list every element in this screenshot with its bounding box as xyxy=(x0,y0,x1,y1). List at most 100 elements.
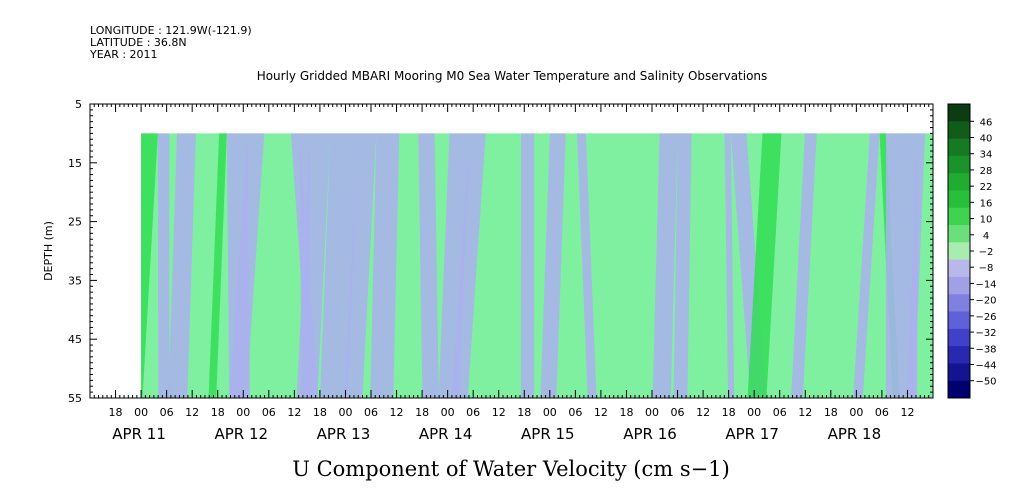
field-band xyxy=(370,133,400,398)
y-axis-label: DEPTH (m) xyxy=(42,221,55,281)
date-label: APR 14 xyxy=(419,425,473,443)
hour-tick-label: 12 xyxy=(900,406,914,419)
colorbar-swatch xyxy=(948,104,970,122)
colorbar-swatch xyxy=(948,346,970,364)
hour-tick-label: 18 xyxy=(109,406,123,419)
colorbar-swatch xyxy=(948,138,970,157)
hour-tick-label: 18 xyxy=(722,406,736,419)
hour-tick-label: 06 xyxy=(568,406,582,419)
y-tick-label: 35 xyxy=(68,274,82,287)
colorbar-label: 16 xyxy=(980,198,993,209)
date-label: APR 11 xyxy=(112,425,166,443)
field-band xyxy=(520,133,535,398)
x-axis: 18 00 06 12 18 00 06 12 18 00 06 12 18 00 06 12 18 00 06 12… xyxy=(89,104,934,443)
colorbar-swatch xyxy=(948,190,970,209)
colorbar-swatch xyxy=(948,225,970,243)
hour-tick-label: 12 xyxy=(798,406,812,419)
field-band xyxy=(747,133,782,398)
hour-tick-label: 06 xyxy=(875,406,889,419)
hour-tick-label: 06 xyxy=(364,406,378,419)
hour-tick-label: 00 xyxy=(645,406,659,419)
hour-tick-label: 00 xyxy=(747,406,761,419)
field-band xyxy=(296,133,331,398)
hour-tick-label: 18 xyxy=(517,406,531,419)
y-tick-label: 5 xyxy=(75,98,82,111)
colorbar-swatch xyxy=(948,242,970,261)
hour-tick-label: 00 xyxy=(849,406,863,419)
y-tick-label: 25 xyxy=(68,216,82,229)
year-label: YEAR : 2011 xyxy=(90,48,158,61)
hour-tick-label: 06 xyxy=(466,406,480,419)
hour-tick-label: 00 xyxy=(338,406,352,419)
hour-tick-label: 00 xyxy=(134,406,148,419)
hour-tick-label: 00 xyxy=(543,406,557,419)
field-band xyxy=(885,133,911,398)
colorbar-label: −14 xyxy=(975,279,996,290)
hour-tick-label: 18 xyxy=(211,406,225,419)
y-tick-label: 55 xyxy=(68,392,82,405)
colorbar-swatch xyxy=(948,294,970,313)
hour-tick-label: 00 xyxy=(441,406,455,419)
hour-tick-label: 12 xyxy=(287,406,301,419)
hour-tick-label: 18 xyxy=(313,406,327,419)
colorbar-label: −44 xyxy=(975,360,996,371)
hour-tick-label: 06 xyxy=(773,406,787,419)
chart-title: Hourly Gridded MBARI Mooring M0 Sea Wate… xyxy=(257,69,768,83)
field-band xyxy=(652,133,678,398)
colorbar-label: 10 xyxy=(980,215,993,226)
date-label: APR 15 xyxy=(521,425,575,443)
colorbar-swatch xyxy=(948,363,970,382)
colorbar-swatch xyxy=(948,207,970,226)
field-band xyxy=(673,133,692,398)
colorbar-swatch xyxy=(948,380,970,399)
field-band xyxy=(540,133,566,398)
x-axis-label: U Component of Water Velocity (cm s−1) xyxy=(292,457,730,481)
colorbar-label: −2 xyxy=(979,247,994,258)
y-tick-label: 45 xyxy=(68,333,82,346)
hour-tick-label: 18 xyxy=(415,406,429,419)
colorbar-label: 34 xyxy=(980,150,993,161)
colorbar-swatch xyxy=(948,328,970,347)
y-axis: 5 15 25 35 45 55 xyxy=(68,98,933,405)
colorbar-swatch xyxy=(948,173,970,191)
field-band xyxy=(229,133,265,398)
colorbar-label: −50 xyxy=(975,377,996,388)
colorbar-label: 40 xyxy=(980,134,993,145)
hour-tick-label: 00 xyxy=(236,406,250,419)
field-band xyxy=(157,133,170,398)
velocity-field xyxy=(141,133,933,398)
y-tick-label: 15 xyxy=(68,157,82,170)
field-band xyxy=(168,133,196,398)
colorbar-label: 4 xyxy=(983,231,989,242)
field-band xyxy=(906,133,926,398)
date-label: APR 17 xyxy=(725,425,779,443)
date-label: APR 18 xyxy=(828,425,882,443)
colorbar-swatch xyxy=(948,155,970,174)
field-band xyxy=(208,133,227,398)
colorbar-swatch xyxy=(948,259,970,278)
hour-tick-label: 06 xyxy=(262,406,276,419)
field-band xyxy=(141,133,158,398)
hour-tick-label: 06 xyxy=(160,406,174,419)
colorbar-swatch xyxy=(948,311,970,330)
latitude-label: LATITUDE : 36.8N xyxy=(90,36,187,49)
colorbar-label: −8 xyxy=(979,263,994,274)
longitude-label: LONGITUDE : 121.9W(-121.9) xyxy=(90,24,252,37)
hour-tick-label: 18 xyxy=(619,406,633,419)
colorbar-label: −32 xyxy=(975,328,996,339)
field-band xyxy=(418,133,439,398)
colorbar-label: 28 xyxy=(980,166,993,177)
hour-tick-label: 12 xyxy=(492,406,506,419)
colorbar-label: −20 xyxy=(975,296,996,307)
hour-tick-label: 12 xyxy=(185,406,199,419)
colorbar-swatch xyxy=(948,121,970,140)
colorbar-label: −38 xyxy=(975,344,996,355)
hour-tick-label: 18 xyxy=(824,406,838,419)
hour-tick-label: 12 xyxy=(594,406,608,419)
colorbar-label: 46 xyxy=(980,117,993,128)
date-label: APR 13 xyxy=(317,425,371,443)
date-label: APR 12 xyxy=(214,425,268,443)
field-band xyxy=(724,133,735,398)
field-band xyxy=(438,133,470,398)
